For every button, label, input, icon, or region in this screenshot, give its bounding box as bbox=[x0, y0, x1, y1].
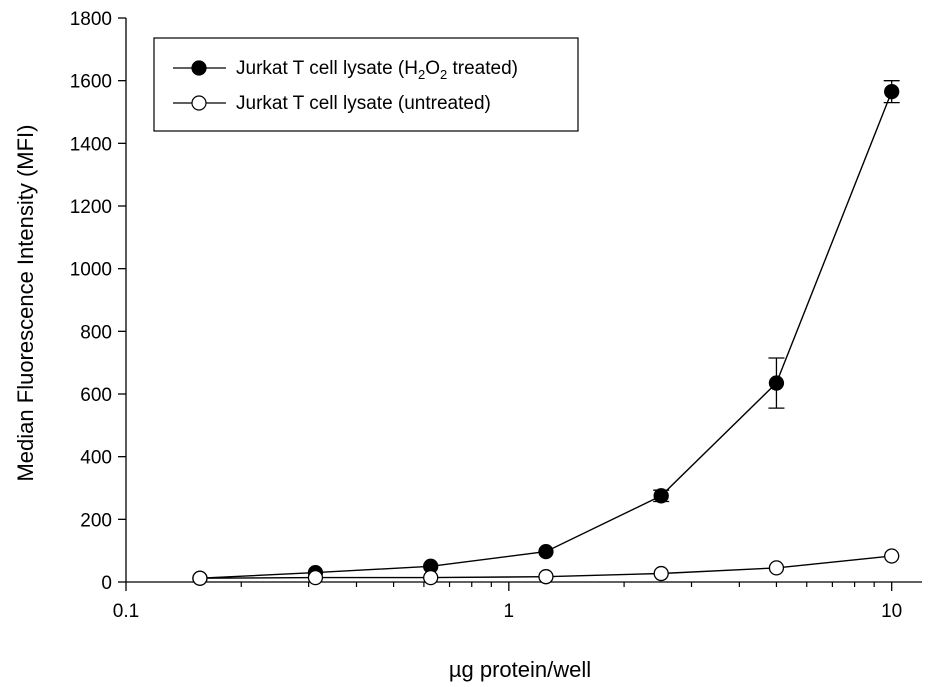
y-tick-label: 600 bbox=[80, 385, 112, 406]
y-tick-label: 1200 bbox=[70, 197, 112, 218]
axis-ticks: 0 200 400 600 800 1000 1200 1400 1600 1800 0.1 1 10 bbox=[70, 9, 903, 622]
data-point bbox=[884, 548, 900, 564]
y-tick-label: 1800 bbox=[70, 9, 112, 30]
legend-label-untreated: Jurkat T cell lysate (untreated) bbox=[236, 93, 491, 114]
data-point bbox=[538, 569, 554, 585]
y-tick-label: 1000 bbox=[70, 260, 112, 281]
data-point bbox=[768, 375, 785, 391]
data-point bbox=[538, 543, 554, 560]
data-point bbox=[192, 570, 208, 586]
legend-marker-untreated bbox=[191, 95, 207, 111]
data-point bbox=[307, 569, 324, 586]
data-point bbox=[653, 488, 669, 504]
data-series bbox=[192, 80, 900, 586]
y-tick-label: 200 bbox=[80, 510, 112, 531]
legend-box bbox=[153, 37, 579, 132]
data-point bbox=[423, 569, 439, 586]
data-point bbox=[768, 560, 785, 576]
plot-axes bbox=[125, 18, 922, 583]
x-tick-label: 10 bbox=[881, 601, 902, 622]
series-1 bbox=[192, 548, 900, 586]
y-axis-title: Median Fluorescence Intensity (MFI) bbox=[13, 124, 38, 481]
y-tick-label: 400 bbox=[80, 448, 112, 469]
x-tick-label: 1 bbox=[504, 601, 515, 622]
y-tick-label: 1400 bbox=[70, 134, 112, 155]
legend-marker-treated bbox=[191, 60, 207, 76]
x-tick-label: 0.1 bbox=[113, 601, 139, 622]
series-0 bbox=[192, 80, 900, 586]
legend: Jurkat T cell lysate (H2O2 treated) Jurk… bbox=[153, 37, 579, 132]
data-point bbox=[653, 565, 669, 582]
data-point bbox=[884, 83, 900, 100]
y-tick-label: 800 bbox=[80, 322, 112, 343]
y-tick-label: 0 bbox=[101, 573, 112, 594]
y-tick-label: 1600 bbox=[70, 72, 112, 93]
x-axis-title: µg protein/well bbox=[449, 657, 591, 682]
legend-label-treated: Jurkat T cell lysate (H2O2 treated) bbox=[236, 58, 518, 82]
series-line bbox=[199, 91, 893, 579]
